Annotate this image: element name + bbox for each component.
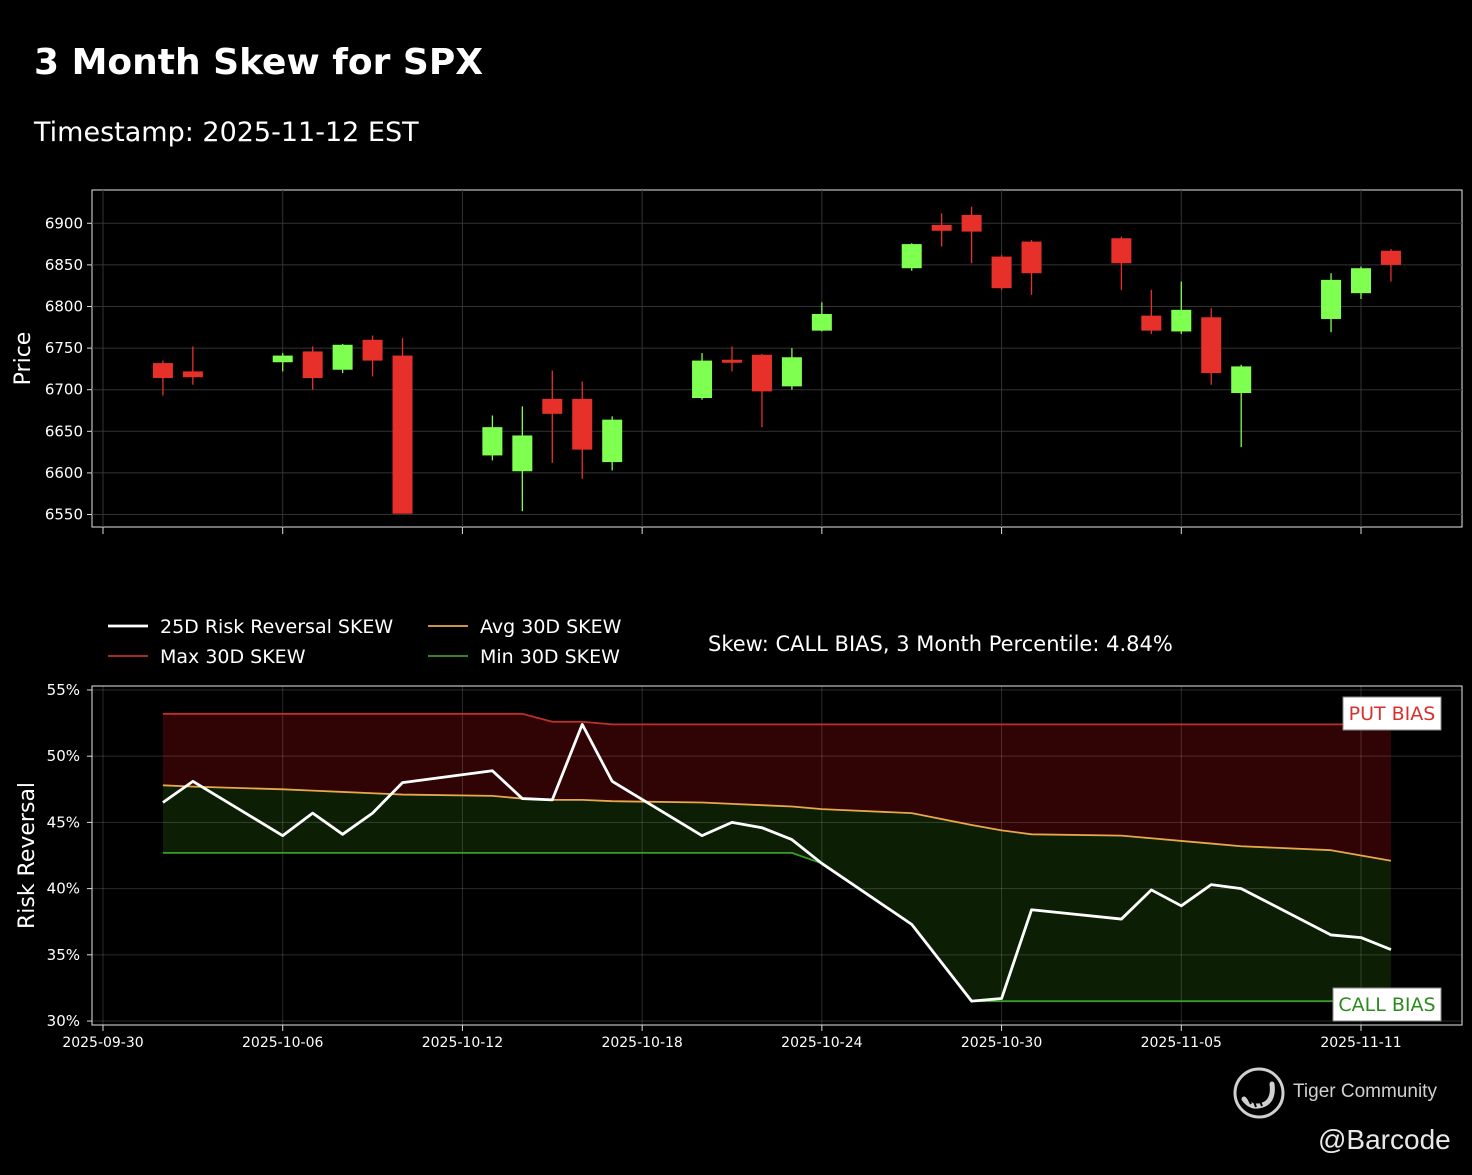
x-tick-label: 2025-10-18	[601, 1035, 682, 1051]
price-plot-area	[91, 189, 1463, 528]
put-bias-zone	[162, 713, 1391, 861]
series-line-min	[162, 851, 1391, 1003]
candle-body	[1201, 317, 1222, 374]
put-bias-box	[1342, 696, 1442, 731]
chart-title: 3 Month Skew for SPX	[34, 42, 483, 83]
candle-body	[931, 224, 952, 231]
candle-body	[332, 344, 353, 370]
skew-y-tick-label: 35%	[47, 946, 80, 964]
candle-body	[1021, 241, 1042, 274]
skew-axis-label: Risk Reversal	[15, 782, 40, 929]
candle-body	[961, 214, 982, 232]
x-tick-label: 2025-09-30	[62, 1035, 143, 1051]
price-y-tick-label: 6850	[45, 256, 83, 274]
candle-body	[152, 363, 173, 379]
candle-body	[811, 313, 832, 331]
call-bias-label: CALL BIAS	[1338, 994, 1435, 1016]
call-bias-zone	[162, 785, 1391, 1002]
series-line-rr	[162, 723, 1392, 1003]
candle-body	[1141, 315, 1162, 331]
tiger-community-logo-icon	[1233, 1067, 1285, 1119]
legend-label-rr: 25D Risk Reversal SKEW	[160, 616, 393, 638]
series-line-avg	[162, 784, 1392, 862]
x-tick-label: 2025-10-06	[242, 1035, 323, 1051]
candle-body	[272, 355, 293, 363]
candle-body	[751, 354, 772, 392]
candle-body	[781, 357, 802, 387]
legend-label-min: Min 30D SKEW	[480, 646, 620, 668]
x-tick-label: 2025-11-11	[1320, 1035, 1401, 1051]
price-y-tick-label: 6650	[45, 422, 83, 440]
candle-body	[692, 360, 713, 399]
x-tick-label: 2025-10-12	[422, 1035, 503, 1051]
x-tick-label: 2025-11-05	[1141, 1035, 1222, 1051]
candle-body	[991, 256, 1012, 289]
put-bias-label: PUT BIAS	[1349, 703, 1436, 725]
skew-percentile-text: Skew: CALL BIAS, 3 Month Percentile: 4.8…	[708, 632, 1173, 656]
chart-subtitle: Timestamp: 2025-11-12 EST	[34, 117, 419, 148]
call-bias-box	[1332, 987, 1442, 1022]
candle-body	[482, 427, 503, 456]
x-tick-label: 2025-10-24	[781, 1035, 862, 1051]
price-y-tick-label: 6600	[45, 464, 83, 482]
candle-body	[542, 398, 563, 414]
candle-body	[1380, 250, 1401, 265]
candle-body	[392, 355, 413, 514]
price-y-tick-label: 6900	[45, 214, 83, 232]
price-y-tick-label: 6800	[45, 297, 83, 315]
price-axis-label: Price	[11, 332, 36, 386]
series-line-max	[162, 712, 1391, 726]
legend-label-avg: Avg 30D SKEW	[480, 616, 622, 638]
candle-body	[362, 339, 383, 361]
candle-body	[572, 398, 593, 450]
skew-y-tick-label: 45%	[47, 813, 80, 831]
candle-body	[722, 359, 742, 363]
skew-y-tick-label: 55%	[47, 681, 80, 699]
candle-body	[602, 419, 623, 463]
price-y-tick-label: 6750	[45, 339, 83, 357]
candle-body	[182, 371, 203, 378]
price-y-tick-label: 6700	[45, 381, 83, 399]
skew-y-tick-label: 40%	[47, 880, 80, 898]
author-handle: @Barcode	[1318, 1124, 1451, 1155]
brand-watermark: Tiger Community	[1293, 1081, 1437, 1102]
candle-body	[302, 351, 323, 379]
candle-body	[901, 244, 922, 269]
legend-label-max: Max 30D SKEW	[160, 646, 306, 668]
skew-y-tick-label: 30%	[47, 1012, 80, 1030]
skew-y-tick-label: 50%	[47, 747, 80, 765]
candle-body	[1171, 309, 1192, 332]
candle-body	[1321, 279, 1342, 319]
candle-body	[1231, 366, 1252, 394]
candle-body	[1351, 268, 1371, 294]
candle-body	[512, 435, 533, 472]
x-tick-label: 2025-10-30	[961, 1035, 1042, 1051]
price-y-tick-label: 6550	[45, 506, 83, 524]
candle-body	[1111, 238, 1132, 264]
